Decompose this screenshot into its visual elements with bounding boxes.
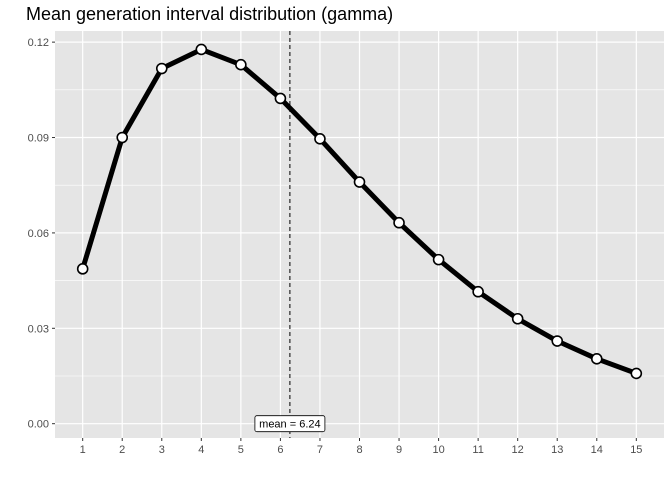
mean-label-box xyxy=(254,415,326,433)
x-tick-label: 15 xyxy=(630,444,642,456)
data-point xyxy=(195,43,208,56)
y-tick-label: 0.06 xyxy=(28,228,49,240)
data-point xyxy=(551,335,564,347)
x-tick-label: 1 xyxy=(80,444,86,456)
x-tick-label: 6 xyxy=(277,444,283,456)
x-tick-label: 2 xyxy=(119,444,125,456)
x-tick-label: 8 xyxy=(356,444,362,456)
x-tick-label: 3 xyxy=(159,444,165,456)
x-tick-label: 10 xyxy=(432,444,444,456)
x-tick-label: 5 xyxy=(238,444,244,456)
x-tick-label: 7 xyxy=(317,444,323,456)
chart-title: Mean generation interval distribution (g… xyxy=(26,4,394,24)
data-point xyxy=(116,131,129,144)
x-tick-label: 11 xyxy=(472,444,483,456)
data-point xyxy=(235,58,247,71)
data-point xyxy=(314,132,326,145)
mean-label: mean = 6.24 xyxy=(259,419,320,431)
y-tick-label: 0.00 xyxy=(28,419,49,431)
data-point xyxy=(432,253,445,266)
x-tick-label: 14 xyxy=(591,444,603,456)
data-point xyxy=(511,312,524,325)
x-tick-label: 9 xyxy=(396,444,402,456)
x-tick-label: 12 xyxy=(512,444,524,456)
data-point xyxy=(353,176,366,188)
data-point xyxy=(590,353,603,365)
y-tick-label: 0.09 xyxy=(28,133,49,145)
x-tick-label: 13 xyxy=(551,444,563,456)
data-point xyxy=(393,216,405,229)
data-point xyxy=(76,263,89,275)
x-tick-label: 4 xyxy=(198,444,204,456)
data-point xyxy=(472,285,484,298)
y-tick-label: 0.03 xyxy=(28,323,49,335)
y-tick-label: 0.12 xyxy=(28,37,49,49)
data-point xyxy=(630,367,643,380)
data-point xyxy=(274,92,287,105)
data-point xyxy=(155,62,168,75)
